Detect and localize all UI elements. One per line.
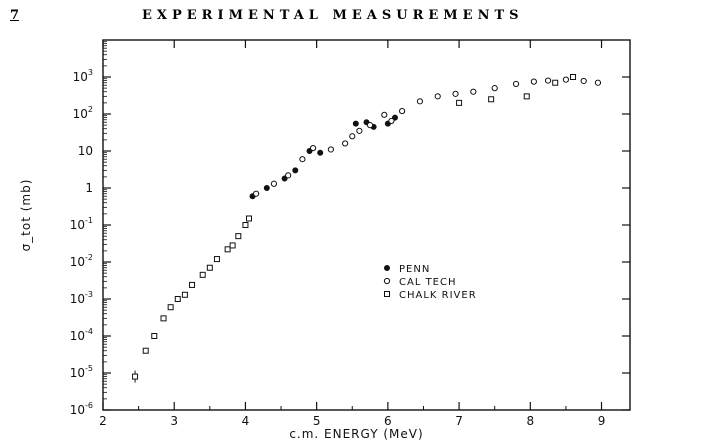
data-point-cal-tech: [434, 93, 441, 100]
data-point-cal-tech: [349, 133, 356, 140]
x-axis-title: c.m. ENERGY (MeV): [289, 427, 423, 441]
data-point-penn: [352, 120, 359, 127]
data-point-cal-tech: [327, 146, 334, 153]
y-tick-label: 10-4: [70, 327, 93, 343]
data-point-cal-tech: [580, 77, 587, 85]
data-point-chalk-river: [235, 233, 242, 240]
data-point-chalk-river: [181, 291, 188, 298]
data-point-chalk-river: [160, 315, 167, 322]
data-point-cal-tech: [342, 140, 349, 147]
y-axis-title: σ_tot (mb): [19, 179, 33, 252]
data-point-cal-tech: [253, 190, 260, 197]
data-point-chalk-river: [199, 271, 206, 278]
x-tick-label: 2: [99, 414, 107, 428]
data-point-cal-tech: [594, 79, 602, 86]
data-point-cal-tech: [381, 111, 388, 118]
data-point-cal-tech: [491, 85, 498, 92]
data-point-chalk-river: [488, 96, 495, 103]
legend-marker: [383, 264, 390, 271]
data-point-chalk-river: [213, 256, 220, 263]
y-tick-label: 10: [78, 144, 93, 158]
data-point-cal-tech: [299, 156, 306, 163]
data-point-cal-tech: [452, 90, 459, 97]
legend-label: CHALK RIVER: [399, 290, 477, 301]
data-point-chalk-river: [570, 74, 577, 80]
data-point-chalk-river: [456, 99, 463, 106]
y-tick-label: 103: [73, 68, 93, 84]
data-point-chalk-river: [167, 304, 174, 311]
data-point-chalk-river: [142, 347, 149, 354]
y-tick-label: 10-3: [70, 290, 93, 306]
data-point-chalk-river: [552, 79, 559, 86]
y-tick-label: 10-6: [70, 401, 93, 417]
plot-frame: [102, 39, 631, 411]
data-point-cal-tech: [562, 76, 570, 83]
data-point-chalk-river: [224, 246, 231, 253]
x-tick-label: 7: [455, 414, 463, 428]
data-point-chalk-river: [245, 215, 252, 222]
data-point-cal-tech: [399, 107, 406, 115]
x-tick-label: 8: [526, 414, 534, 428]
data-point-chalk-river: [523, 93, 530, 100]
data-point-penn: [263, 184, 270, 191]
data-point-chalk-river: [189, 281, 196, 288]
data-point-cal-tech: [270, 180, 278, 187]
x-tick-label: 9: [598, 414, 606, 428]
legend-label: PENN: [399, 264, 430, 275]
page-number: 7: [10, 8, 20, 23]
x-tick-label: 3: [170, 414, 178, 428]
legend-marker: [383, 277, 391, 285]
page-header: 7 EXPERIMENTAL MEASUREMENTS: [0, 0, 710, 28]
data-point-penn: [317, 149, 324, 156]
data-point-cal-tech: [356, 127, 363, 134]
data-point-chalk-river: [151, 333, 158, 339]
y-tick-label: 10-5: [70, 364, 93, 380]
x-tick-label: 4: [242, 414, 250, 428]
data-point-chalk-river: [242, 222, 249, 228]
data-point-cal-tech: [416, 98, 424, 105]
data-point-cal-tech: [388, 117, 395, 125]
y-tick-label: 10-1: [70, 216, 93, 232]
data-point-cal-tech: [530, 78, 537, 85]
running-header-title: EXPERIMENTAL MEASUREMENTS: [142, 8, 524, 23]
x-tick-label: 5: [313, 414, 321, 428]
y-tick-label: 102: [73, 105, 93, 121]
data-point-chalk-river: [174, 296, 181, 302]
legend-label: CAL TECH: [399, 277, 457, 288]
y-tick-label: 10-2: [70, 253, 93, 269]
data-point-chalk-river: [132, 373, 139, 380]
y-tick-label: 1: [85, 181, 93, 195]
data-point-cal-tech: [309, 144, 317, 152]
data-point-cal-tech: [285, 172, 292, 179]
data-point-cal-tech: [470, 88, 477, 95]
x-tick-label: 6: [384, 414, 392, 428]
data-point-chalk-river: [206, 264, 213, 271]
data-point-cal-tech: [366, 122, 374, 129]
legend-marker: [384, 291, 390, 297]
data-point-penn: [292, 167, 299, 174]
data-point-chalk-river: [229, 242, 236, 249]
data-point-cal-tech: [545, 77, 552, 84]
data-point-cal-tech: [512, 80, 520, 88]
